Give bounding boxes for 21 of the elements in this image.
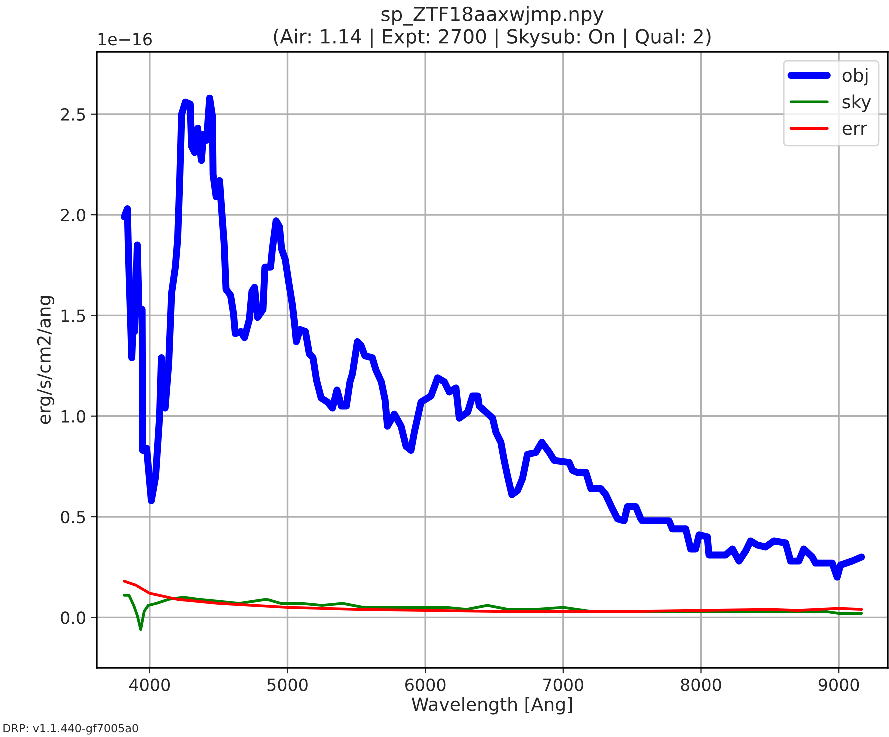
legend-label: err — [842, 124, 868, 136]
x-tick-label: 8000 — [681, 678, 722, 692]
y-tick-label: 2.5 — [61, 108, 86, 121]
line-series — [123, 580, 864, 614]
legend-label: obj — [842, 68, 868, 86]
legend-label: sky — [842, 94, 872, 112]
y-tick-label: 0.0 — [61, 612, 86, 624]
x-tick-label: 7000 — [544, 678, 584, 692]
x-tick-label: 4000 — [130, 678, 170, 692]
x-axis-title: Wavelength [Ang] — [412, 697, 572, 715]
y-tick-label: 1.5 — [62, 310, 86, 322]
y-tick-label: 2.0 — [61, 209, 86, 222]
x-tick-label: 6000 — [406, 678, 446, 692]
chart-title: sp_ZTF18aaxwjmp.npy (Air: 1.14 | Expt: 2700 | Skysub: On | Qual: 2) — [274, 6, 711, 48]
text: 1e−16 — [98, 33, 152, 46]
x-tick-label: 5000 — [268, 678, 308, 692]
y-tick-label: 1.0 — [62, 410, 86, 423]
x-tick-label: 9000 — [818, 678, 860, 692]
y-tick-label: 0.5 — [61, 510, 86, 524]
y-axis-title: erg/s/cm2/ang — [37, 296, 55, 424]
text: DRP: v1.1.440-gf7005a0 — [4, 724, 138, 735]
